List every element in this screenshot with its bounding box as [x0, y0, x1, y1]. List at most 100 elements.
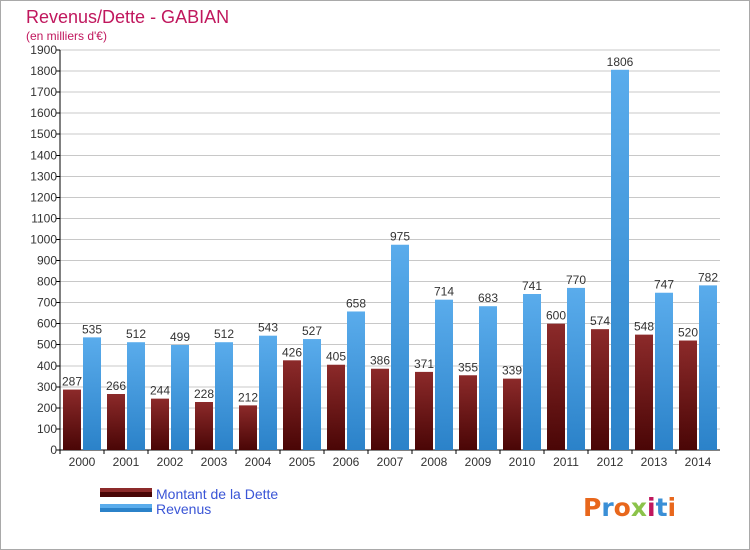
proxiti-logo: Proxiti	[583, 493, 676, 522]
data-label-revenus: 975	[390, 230, 410, 244]
x-tick-label: 2001	[113, 455, 140, 469]
logo-letter: o	[614, 493, 631, 522]
x-tick-label: 2005	[289, 455, 316, 469]
y-tick-label: 600	[37, 317, 57, 331]
data-label-debt: 228	[194, 387, 214, 401]
data-label-debt: 355	[458, 360, 478, 374]
bar-debt	[591, 329, 609, 450]
y-tick-label: 200	[37, 401, 57, 415]
data-label-debt: 548	[634, 320, 654, 334]
bar-revenus	[523, 294, 541, 450]
x-tick-label: 2011	[553, 455, 579, 469]
bar-revenus	[127, 342, 145, 450]
data-label-revenus: 527	[302, 324, 322, 338]
bar-revenus	[303, 339, 321, 450]
data-label-debt: 287	[62, 375, 82, 389]
bar-debt	[195, 402, 213, 450]
logo-letter: x	[631, 493, 647, 522]
y-tick-label: 1600	[30, 106, 57, 120]
bar-debt	[635, 334, 653, 450]
bar-revenus	[479, 306, 497, 450]
legend-swatch-debt-top	[100, 488, 152, 492]
y-tick-label: 500	[37, 338, 57, 352]
logo-letter: t	[656, 493, 668, 522]
y-tick-label: 1500	[30, 127, 57, 141]
bar-debt	[415, 371, 433, 450]
data-label-debt: 244	[150, 384, 170, 398]
x-tick-label: 2003	[201, 455, 228, 469]
bar-revenus	[347, 311, 365, 450]
data-label-revenus: 543	[258, 321, 278, 335]
x-tick-label: 2014	[685, 455, 712, 469]
data-label-revenus: 782	[698, 270, 718, 284]
x-tick-label: 2013	[641, 455, 668, 469]
x-tick-label: 2002	[157, 455, 184, 469]
x-tick-label: 2006	[333, 455, 360, 469]
y-tick-label: 800	[37, 275, 57, 289]
logo-letter: P	[583, 493, 601, 522]
bar-debt	[151, 398, 169, 450]
chart-title: Revenus/Dette - GABIAN	[26, 7, 229, 27]
legend: Montant de la Dette Revenus	[100, 486, 278, 517]
y-tick-label: 1200	[30, 190, 57, 204]
bar-revenus	[699, 285, 717, 450]
y-tick-label: 400	[37, 359, 57, 373]
data-label-revenus: 714	[434, 285, 454, 299]
data-label-revenus: 747	[654, 278, 674, 292]
x-tick-label: 2010	[509, 455, 536, 469]
y-tick-label: 1400	[30, 148, 57, 162]
bar-revenus	[655, 292, 673, 450]
y-tick-label: 300	[37, 380, 57, 394]
bar-debt	[107, 394, 125, 450]
x-tick-label: 2000	[69, 455, 96, 469]
y-tick-label: 0	[50, 443, 57, 457]
data-label-debt: 371	[414, 357, 434, 371]
legend-item-revenus: Revenus	[100, 501, 211, 517]
axes: 0 100 200 300 400 500 600 700 800 900 1000 1100 1200…	[30, 43, 720, 469]
bar-debt	[239, 405, 257, 450]
y-tick-label: 900	[37, 254, 57, 268]
bar-revenus	[567, 287, 585, 450]
bar-debt	[547, 323, 565, 450]
y-tick-label: 1000	[30, 232, 57, 246]
data-label-debt: 574	[590, 314, 610, 328]
legend-label-debt: Montant de la Dette	[156, 486, 278, 502]
data-label-debt: 426	[282, 345, 302, 359]
data-label-revenus: 658	[346, 296, 366, 310]
bar-revenus	[435, 299, 453, 450]
y-tick-label: 1100	[31, 211, 57, 225]
bar-revenus	[215, 342, 233, 450]
logo-letter: i	[668, 493, 677, 522]
data-label-revenus: 512	[214, 327, 234, 341]
bar-debt	[327, 364, 345, 450]
bar-revenus	[391, 244, 409, 450]
bar-debt	[283, 360, 301, 450]
data-label-debt: 339	[502, 364, 522, 378]
legend-item-debt: Montant de la Dette	[100, 486, 278, 502]
logo-letter: r	[601, 493, 614, 522]
data-label-revenus: 512	[126, 327, 146, 341]
bar-debt	[459, 375, 477, 450]
data-label-revenus: 770	[566, 273, 586, 287]
bar-revenus	[83, 337, 101, 450]
data-label-revenus: 499	[170, 330, 190, 344]
data-label-debt: 600	[546, 309, 566, 323]
bar-revenus	[259, 335, 277, 450]
data-label-debt: 212	[238, 390, 258, 404]
y-tick-label: 1300	[30, 169, 57, 183]
y-tick-label: 1700	[30, 85, 57, 99]
x-tick-label: 2012	[597, 455, 624, 469]
bar-debt	[63, 389, 81, 450]
y-tick-label: 1900	[30, 43, 57, 57]
x-tick-label: 2009	[465, 455, 492, 469]
bar-revenus	[171, 344, 189, 450]
data-label-revenus: 1806	[607, 55, 634, 69]
chart-subtitle: (en milliers d'€)	[26, 29, 107, 43]
logo-letter: i	[647, 493, 656, 522]
y-tick-label: 1800	[30, 64, 57, 78]
bar-debt	[371, 368, 389, 450]
data-label-revenus: 741	[522, 279, 542, 293]
x-tick-label: 2004	[245, 455, 272, 469]
